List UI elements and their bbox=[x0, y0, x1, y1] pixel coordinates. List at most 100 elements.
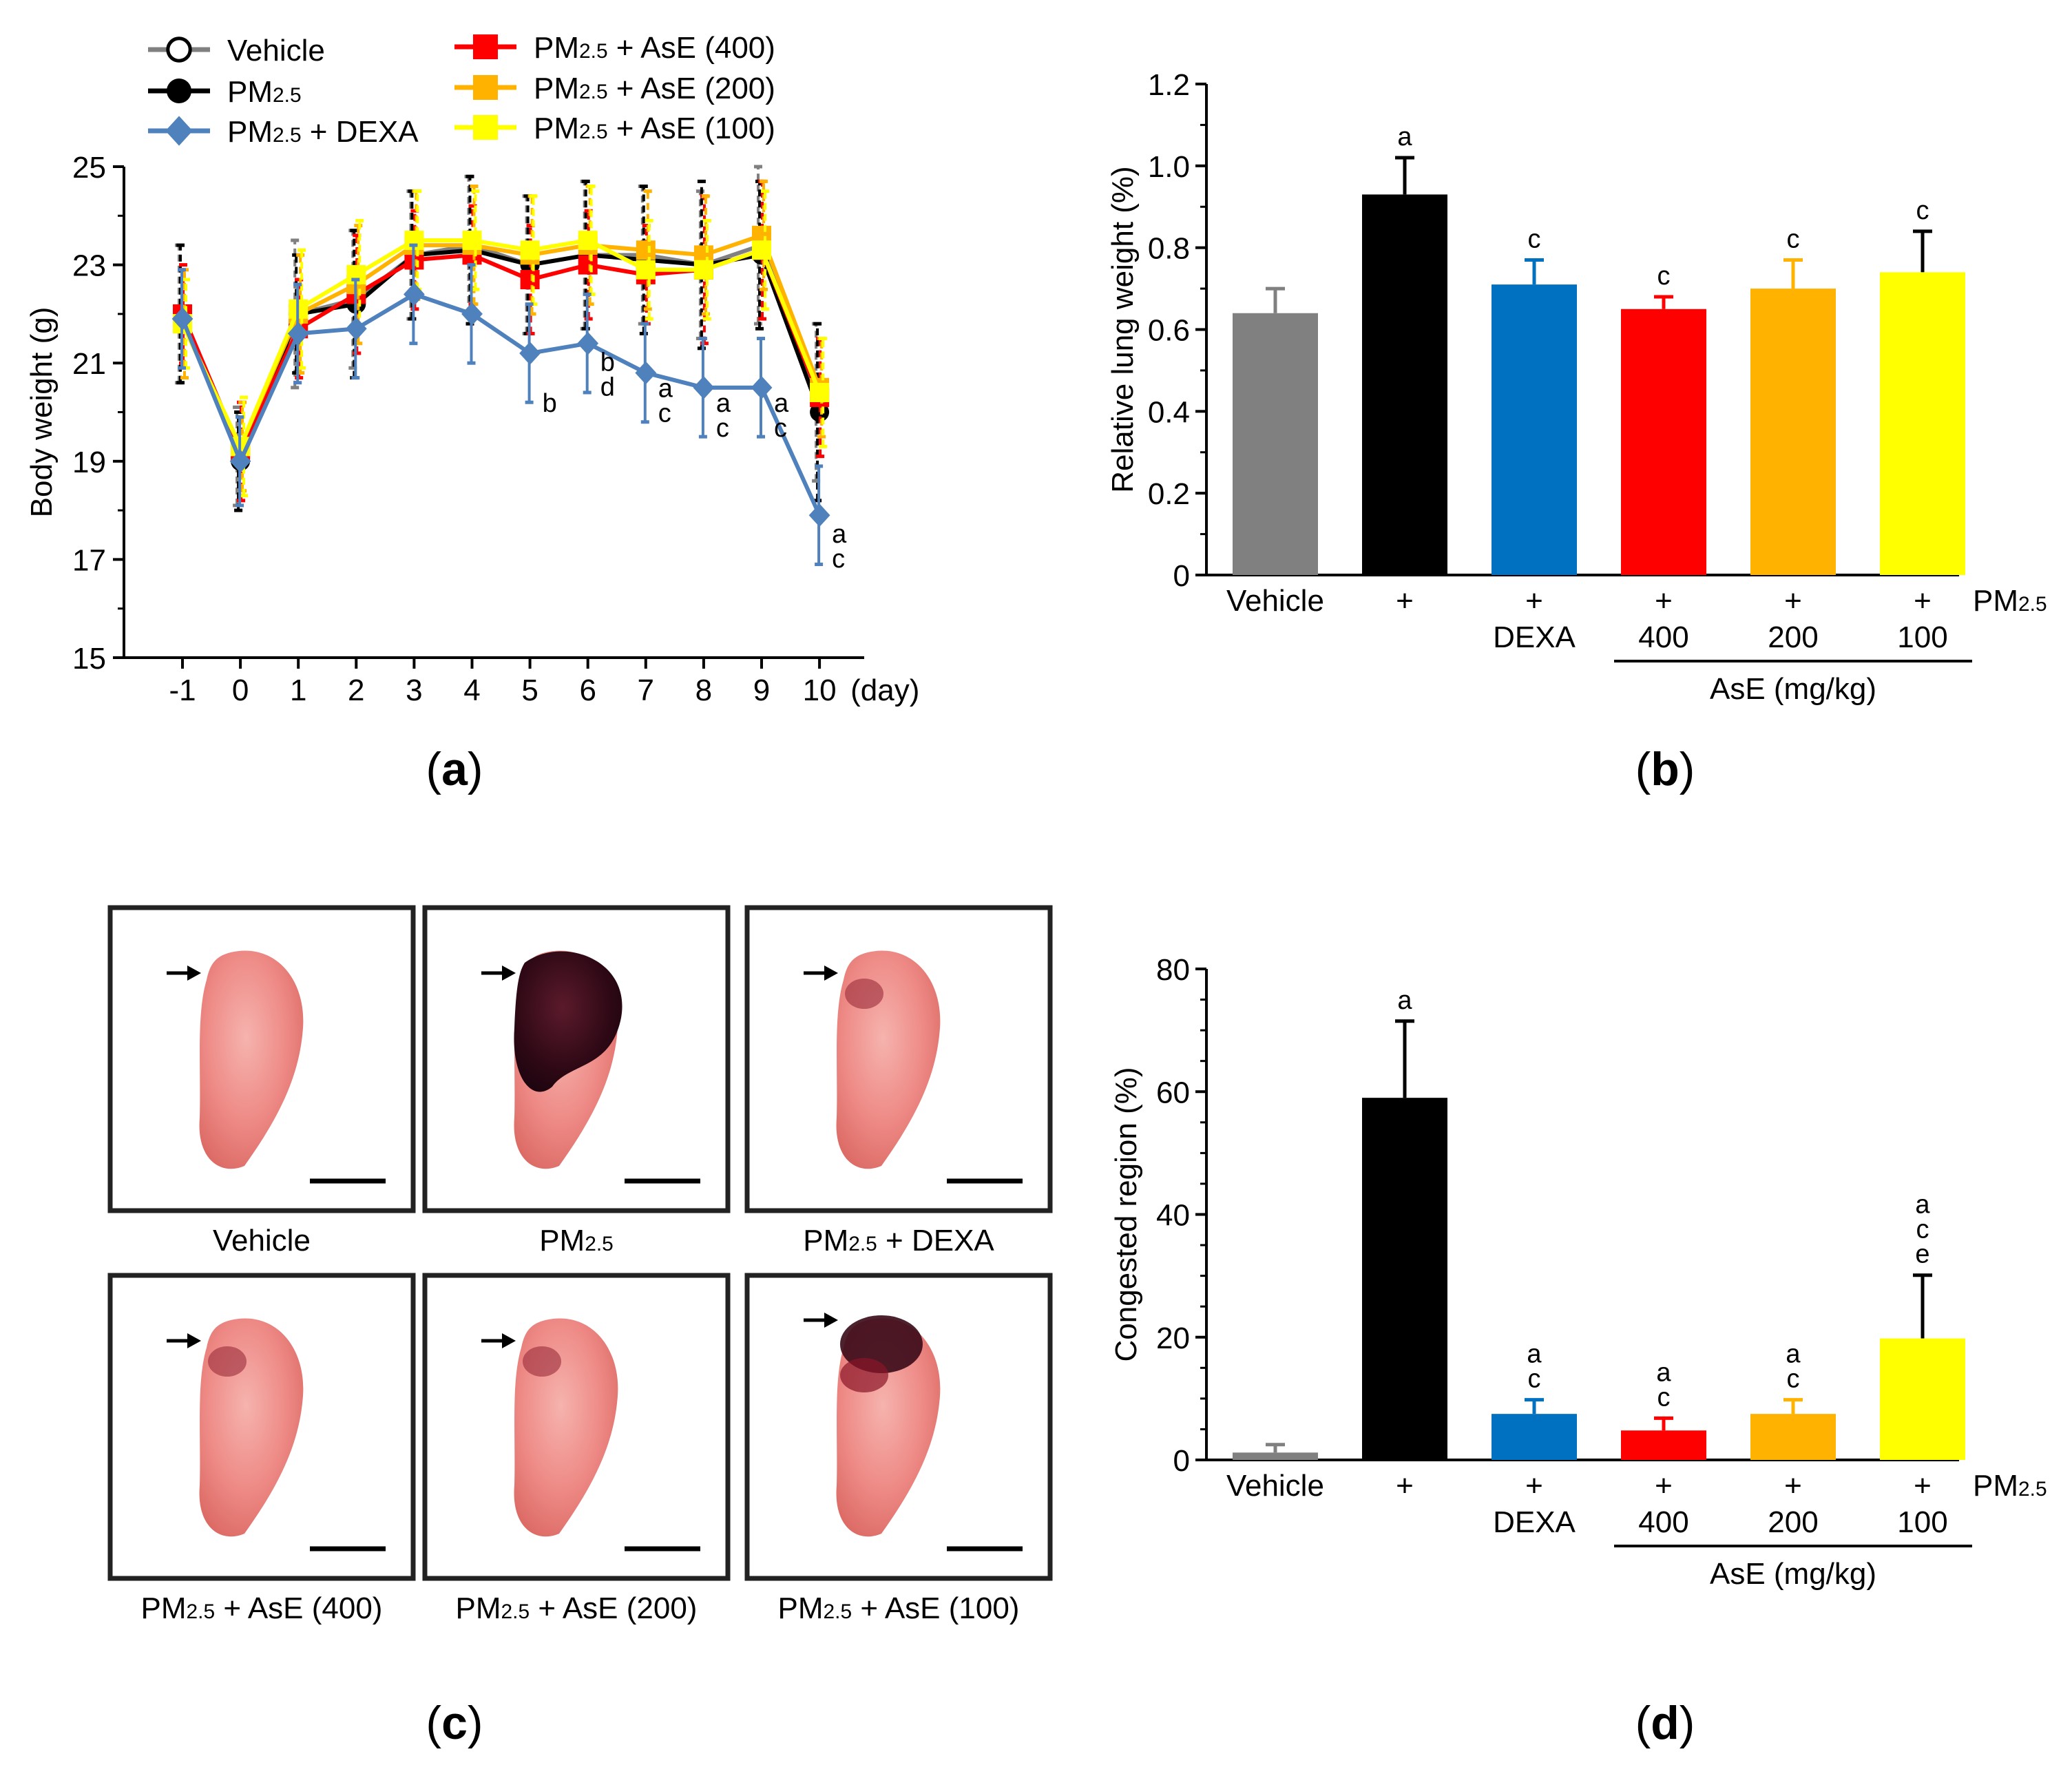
data-point bbox=[578, 230, 598, 250]
panel-c-lung-photos: Vehicle PM2.5 PM2.5 + DEXA PM2.5 + AsE (400… bbox=[107, 905, 1053, 1625]
x-sublabel: 200 bbox=[1768, 1505, 1818, 1539]
x-sublabel: 400 bbox=[1638, 1505, 1688, 1539]
data-point bbox=[345, 317, 367, 341]
significance-letter: c bbox=[1787, 224, 1800, 253]
significance-letter: d bbox=[600, 373, 615, 402]
x-category-label: Vehicle bbox=[1226, 1469, 1324, 1503]
pm-row-label: PM2.5 bbox=[1973, 584, 2047, 618]
x-tick-label: 0 bbox=[232, 673, 249, 707]
significance-letter: a bbox=[1397, 986, 1412, 1015]
pm-row-label: PM2.5 bbox=[1973, 1469, 2047, 1503]
y-tick-label: 19 bbox=[72, 446, 106, 479]
significance-letter: c bbox=[832, 545, 845, 574]
arrow-icon bbox=[824, 965, 838, 981]
y-tick-label: 1.2 bbox=[1148, 68, 1190, 102]
x-tick-label: 10 bbox=[803, 673, 837, 707]
congested-area bbox=[840, 1358, 888, 1392]
x-category-label: + bbox=[1396, 1469, 1414, 1503]
x-category-label: + bbox=[1655, 1469, 1673, 1503]
x-tick-label: 3 bbox=[406, 673, 422, 707]
data-point bbox=[635, 361, 657, 385]
significance-letter: a bbox=[1397, 123, 1412, 152]
lung-photo bbox=[422, 905, 731, 1213]
data-point bbox=[229, 450, 251, 473]
lung-photo bbox=[744, 1273, 1053, 1581]
legend-marker bbox=[167, 79, 191, 103]
panel-label-b: (b) bbox=[1635, 743, 1695, 795]
photo-caption: PM2.5 + AsE (200) bbox=[456, 1591, 698, 1625]
significance-letter: e bbox=[1915, 1240, 1929, 1269]
x-category-label: + bbox=[1914, 584, 1932, 618]
y-tick-label: 17 bbox=[72, 543, 106, 577]
significance-letter: b bbox=[543, 389, 557, 418]
arrow-icon bbox=[502, 965, 516, 981]
y-tick-label: 21 bbox=[72, 347, 106, 381]
significance-letter: a bbox=[1527, 1340, 1542, 1369]
x-tick-label: 4 bbox=[463, 673, 480, 707]
bar bbox=[1621, 309, 1706, 575]
x-tick-label: 7 bbox=[638, 673, 654, 707]
significance-letter: a bbox=[658, 374, 673, 403]
significance-letter: c bbox=[1787, 1365, 1800, 1394]
y-tick-label: 80 bbox=[1156, 953, 1190, 987]
legend-marker bbox=[473, 34, 498, 59]
bar bbox=[1880, 272, 1965, 575]
data-point bbox=[808, 503, 830, 528]
legend-marker bbox=[473, 115, 498, 140]
arrow-icon bbox=[187, 965, 201, 981]
bar bbox=[1233, 313, 1318, 575]
y-tick-label: 60 bbox=[1156, 1076, 1190, 1109]
significance-letter: c bbox=[1916, 1215, 1929, 1244]
data-point bbox=[520, 240, 540, 260]
y-axis-label: Body weight (g) bbox=[25, 307, 59, 518]
x-sublabel: 100 bbox=[1897, 620, 1947, 654]
x-tick-label: 5 bbox=[521, 673, 538, 707]
x-category-label: + bbox=[1784, 1469, 1802, 1503]
significance-letter: c bbox=[774, 414, 787, 443]
y-tick-label: 1.0 bbox=[1148, 150, 1190, 184]
data-point bbox=[171, 307, 193, 331]
significance-letter: c bbox=[1657, 1383, 1671, 1412]
legend-marker bbox=[165, 116, 193, 146]
significance-letter: b bbox=[600, 348, 615, 377]
data-point bbox=[810, 382, 830, 402]
y-tick-label: 0 bbox=[1173, 559, 1190, 593]
data-point bbox=[578, 255, 598, 275]
congested-area bbox=[523, 1346, 561, 1377]
bar bbox=[1621, 1430, 1706, 1460]
data-point bbox=[287, 322, 309, 346]
significance-letter: a bbox=[774, 389, 789, 418]
y-tick-label: 0 bbox=[1173, 1444, 1190, 1478]
x-tick-label: 6 bbox=[579, 673, 596, 707]
y-tick-label: 0.4 bbox=[1148, 395, 1190, 429]
x-tick-label: 2 bbox=[348, 673, 364, 707]
congested-area bbox=[514, 951, 622, 1092]
bar bbox=[1492, 284, 1577, 575]
data-point bbox=[751, 376, 773, 399]
legend-label: Vehicle bbox=[227, 34, 325, 67]
data-point bbox=[636, 260, 656, 280]
y-tick-label: 0.8 bbox=[1148, 232, 1190, 266]
panel-b-bar-chart: 0 0.2 0.4 0.6 0.8 1.0 1.2 Relative lung weight … bbox=[1106, 68, 2047, 706]
lung-photo bbox=[422, 1273, 731, 1581]
x-category-label: + bbox=[1784, 584, 1802, 618]
congested-area bbox=[845, 979, 883, 1009]
x-tick-label: 9 bbox=[753, 673, 770, 707]
lung-lobe bbox=[199, 950, 304, 1169]
x-tick-label: 1 bbox=[290, 673, 306, 707]
significance-letter: c bbox=[1528, 224, 1541, 253]
photo-caption: PM2.5 + AsE (100) bbox=[778, 1591, 1020, 1625]
bar bbox=[1750, 289, 1836, 575]
arrow-icon bbox=[824, 1313, 838, 1328]
x-category-label: + bbox=[1396, 584, 1414, 618]
x-sublabel: 200 bbox=[1768, 620, 1818, 654]
panel-label-c: (c) bbox=[426, 1697, 483, 1749]
data-point bbox=[404, 282, 425, 306]
legend-label: PM2.5 bbox=[227, 75, 302, 109]
data-point bbox=[519, 342, 541, 365]
x-category-label: + bbox=[1525, 584, 1543, 618]
y-tick-label: 15 bbox=[72, 642, 106, 676]
significance-letter: a bbox=[1656, 1358, 1671, 1387]
